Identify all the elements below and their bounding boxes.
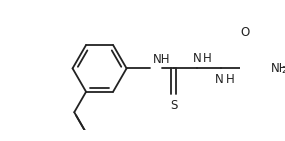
Text: N: N [193, 52, 202, 65]
Text: 2: 2 [282, 66, 285, 75]
Text: S: S [170, 99, 178, 112]
Text: H: H [203, 52, 212, 65]
Text: NH: NH [153, 53, 170, 66]
Text: NH: NH [271, 62, 285, 75]
Text: O: O [240, 26, 249, 38]
Text: N: N [215, 73, 224, 86]
Text: H: H [226, 73, 235, 86]
